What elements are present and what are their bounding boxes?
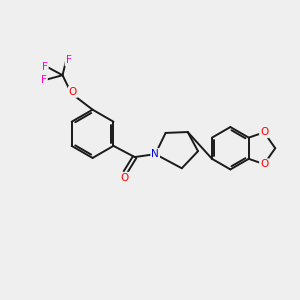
Text: F: F xyxy=(42,62,48,72)
Text: F: F xyxy=(65,56,71,65)
Text: O: O xyxy=(121,173,129,183)
Text: N: N xyxy=(152,149,159,159)
Text: O: O xyxy=(260,127,268,137)
Text: O: O xyxy=(260,159,268,169)
Text: O: O xyxy=(69,87,77,97)
Text: F: F xyxy=(41,75,47,85)
Text: N: N xyxy=(152,149,159,159)
